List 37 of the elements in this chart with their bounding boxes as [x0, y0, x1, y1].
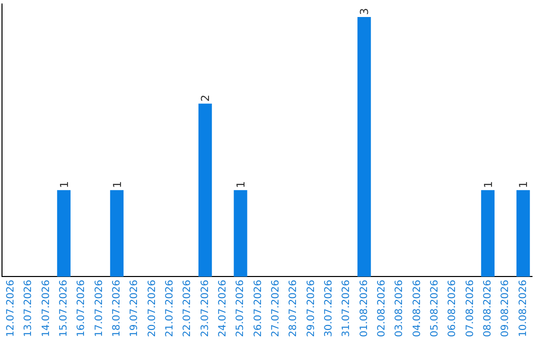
x-tick-label: 15.07.2026	[58, 280, 70, 338]
x-tick-label: 21.07.2026	[164, 280, 176, 338]
x-tick-label: 14.07.2026	[40, 280, 52, 338]
x-tick-label: 03.08.2026	[394, 280, 406, 338]
x-tick-label: 19.07.2026	[129, 280, 140, 338]
x-tick-label: 22.07.2026	[182, 280, 194, 338]
x-tick-label: 04.08.2026	[412, 280, 423, 338]
x-tick-label: 23.07.2026	[200, 280, 211, 338]
x-tick-label: 02.08.2026	[376, 280, 388, 338]
x-tick-label: 01.08.2026	[358, 280, 370, 338]
data-label: 1	[110, 181, 124, 188]
x-tick-label: 06.08.2026	[447, 280, 458, 338]
x-tick-label: 12.07.2026	[5, 280, 16, 338]
x-tick-label: 25.07.2026	[235, 280, 246, 338]
x-tick-label: 29.07.2026	[306, 280, 317, 338]
data-label: 2	[199, 94, 212, 102]
data-label: 1	[58, 181, 71, 188]
data-label: 1	[234, 181, 248, 188]
x-tick-label: 24.07.2026	[217, 280, 228, 338]
data-label: 3	[358, 8, 372, 15]
x-tick-label: 26.07.2026	[252, 280, 264, 338]
x-tick-label: 31.07.2026	[341, 280, 352, 338]
x-tick-label: 18.07.2026	[111, 280, 122, 338]
x-tick-label: 20.07.2026	[146, 280, 158, 338]
x-tick-label: 13.07.2026	[23, 280, 34, 338]
x-tick-label: 28.07.2026	[288, 280, 300, 338]
x-tick-label: 10.08.2026	[518, 280, 529, 338]
x-tick-label: 30.07.2026	[323, 280, 334, 338]
x-tick-label: 17.07.2026	[94, 280, 105, 338]
data-label: 1	[482, 181, 495, 188]
x-tick-label: 07.08.2026	[464, 280, 476, 338]
x-tick-label: 05.08.2026	[429, 280, 440, 338]
data-label: 1	[517, 181, 530, 188]
x-tick-label: 08.08.2026	[482, 280, 494, 338]
x-tick-label: 09.08.2026	[500, 280, 512, 338]
x-tick-label: 16.07.2026	[76, 280, 88, 338]
x-tick-label: 27.07.2026	[270, 280, 282, 338]
